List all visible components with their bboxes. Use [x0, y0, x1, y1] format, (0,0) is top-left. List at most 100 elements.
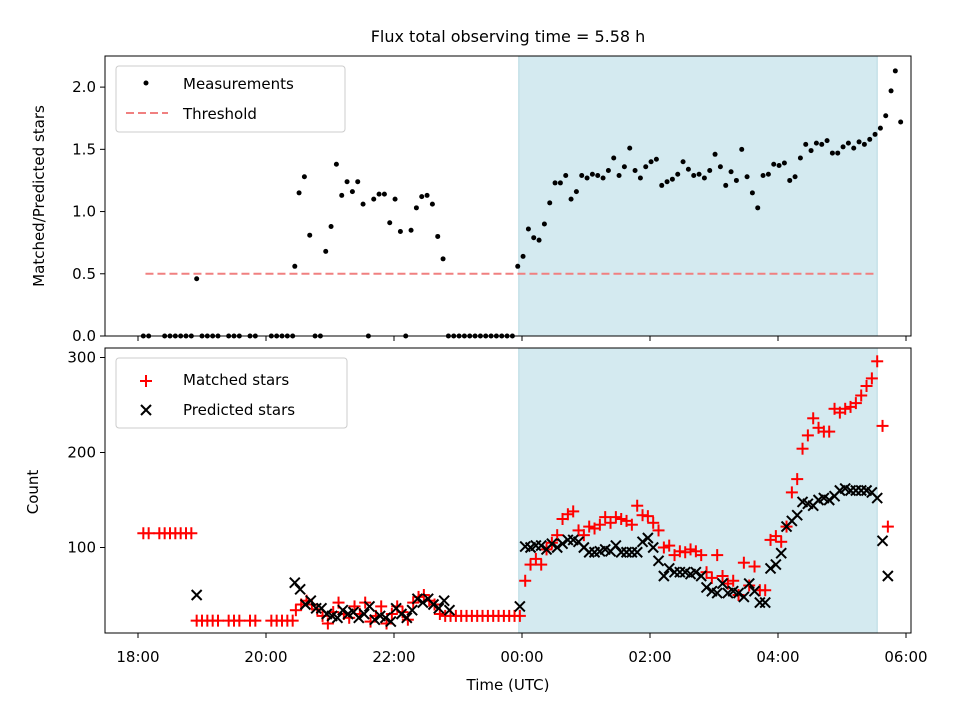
matched-stars-point: [599, 511, 612, 524]
matched-stars-point: [652, 524, 665, 537]
measurements-point: [835, 150, 841, 156]
measurements-point: [301, 174, 307, 180]
legend-marker-predicted: [140, 404, 152, 416]
measurements-point: [819, 141, 825, 147]
measurements-point: [381, 191, 387, 197]
predicted-stars-point: [369, 613, 381, 626]
measurements-point: [898, 119, 904, 125]
predicted-stars-point: [711, 587, 723, 599]
matched-stars-point: [663, 539, 676, 552]
predicted-stars-point: [743, 577, 755, 590]
matched-stars-point: [849, 397, 862, 410]
matched-stars-point: [871, 355, 884, 368]
matched-stars-point: [775, 535, 788, 548]
measurements-point: [323, 248, 329, 254]
measurements-point: [648, 159, 654, 165]
measurements-point: [605, 167, 611, 173]
measurements-point: [861, 141, 867, 147]
measurements-point: [600, 175, 606, 181]
measurements-point: [387, 220, 393, 226]
predicted-stars-point: [379, 612, 392, 624]
measurements-point: [813, 140, 819, 146]
measurements-point: [653, 156, 659, 162]
measurements-point: [627, 145, 633, 151]
measurements-point: [723, 182, 729, 188]
matched-stars-point: [823, 425, 836, 438]
matched-stars-point: [529, 552, 542, 565]
measurements-point: [755, 205, 761, 211]
matched-stars-point: [839, 402, 852, 415]
predicted-stars-point: [663, 562, 675, 575]
y-tick-label: 300: [67, 349, 96, 367]
predicted-stars-point: [658, 570, 670, 582]
predicted-stars-point: [647, 541, 659, 554]
top-panel: Flux total observing time = 5.58 h 0.00.…: [30, 27, 912, 345]
predicted-stars-point: [871, 492, 883, 504]
predicted-stars-point: [411, 593, 424, 605]
measurements-point: [707, 167, 713, 173]
matched-stars-point: [743, 579, 756, 592]
top-x-axis: [137, 336, 907, 341]
bottom-x-axis: 18:00 20:00 22:00 00:00 02:00 04:00 06:00: [116, 633, 928, 666]
measurements-point: [760, 172, 766, 178]
measurements-point: [328, 223, 334, 229]
measurements-point: [349, 189, 355, 195]
measurements-point: [669, 176, 675, 182]
measurements-point: [557, 180, 563, 186]
measurements-point: [765, 171, 771, 177]
measurements-point: [739, 146, 745, 152]
matched-stars-point: [364, 615, 377, 628]
measurements-point: [531, 235, 537, 241]
matched-stars-point: [185, 527, 198, 540]
predicted-stars-point: [716, 577, 729, 590]
predicted-stars-point: [417, 596, 429, 609]
measurements-point: [429, 201, 435, 207]
bottom-y-axis: 100 200 300: [67, 349, 105, 557]
measurements-point: [408, 227, 414, 233]
predicted-stars-point: [427, 598, 440, 611]
measurements-point: [589, 171, 595, 177]
y-tick-label: 1.0: [72, 203, 96, 221]
matched-stars-point: [759, 584, 772, 597]
measurements-point: [616, 172, 622, 178]
measurements-point: [563, 172, 569, 178]
measurements-point: [803, 141, 809, 147]
predicted-stars-point: [652, 555, 665, 567]
measurements-point: [797, 155, 803, 161]
predicted-stars-point: [190, 589, 203, 601]
x-tick-label: 18:00: [116, 648, 159, 666]
predicted-stars-point: [551, 541, 563, 554]
legend-label-threshold: Threshold: [182, 105, 257, 123]
measurements-point: [776, 163, 782, 169]
measurements-point: [872, 131, 878, 137]
measurements-point: [525, 226, 531, 232]
measurements-point: [659, 182, 665, 188]
measurements-point: [194, 276, 200, 282]
bottom-plot-frame: [104, 347, 912, 634]
matched-stars-point: [769, 530, 782, 543]
predicted-stars-point: [401, 612, 413, 624]
matched-stars-point: [791, 473, 804, 486]
measurements-point: [712, 151, 718, 157]
predicted-stars-point: [642, 532, 654, 544]
measurements-point: [573, 189, 579, 195]
matched-stars-point: [567, 505, 580, 518]
measurements-point: [584, 175, 590, 181]
matched-stars-point: [695, 549, 708, 562]
measurements-point: [867, 136, 873, 142]
matched-stars-point: [865, 372, 878, 385]
matched-stars-point: [684, 543, 697, 556]
matched-stars-point: [249, 614, 262, 627]
matched-stars-point: [375, 600, 388, 613]
measurements-point: [595, 172, 601, 178]
predicted-stars-point: [337, 604, 349, 616]
predicted-stars-point: [433, 602, 445, 615]
measurements-point: [771, 161, 777, 167]
matched-stars-point: [142, 527, 155, 540]
legend-label-predicted: Predicted stars: [183, 401, 295, 419]
measurements-point: [733, 177, 739, 183]
matched-stars-point: [615, 513, 628, 525]
x-tick-label: 00:00: [500, 648, 543, 666]
predicted-stars-point: [331, 612, 344, 624]
